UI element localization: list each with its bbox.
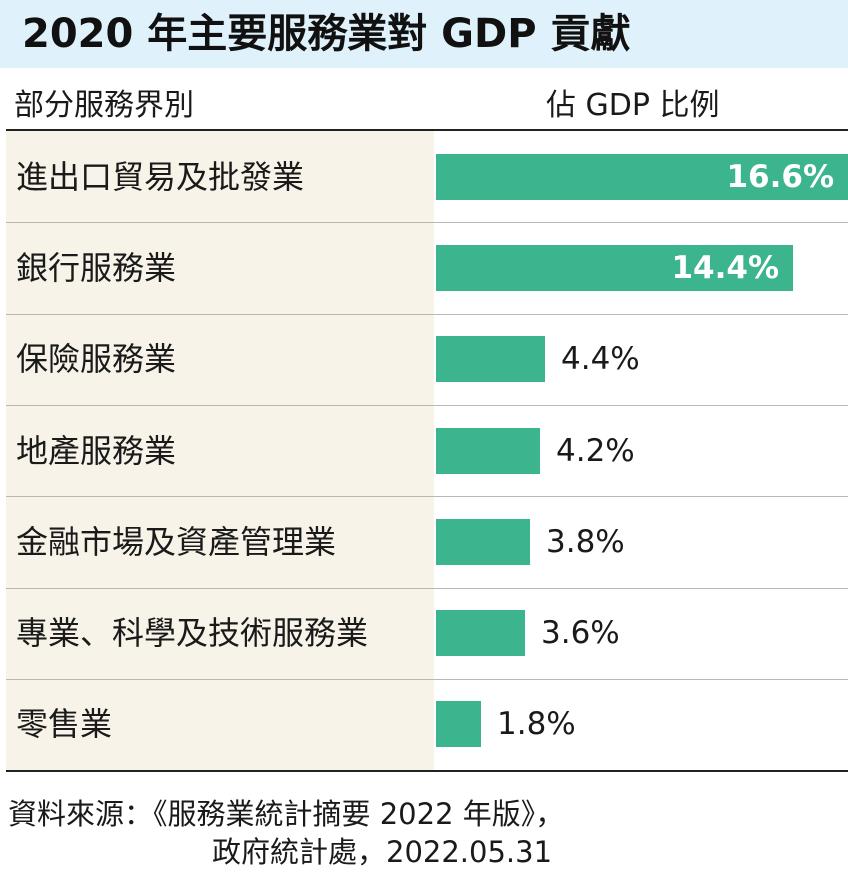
bar <box>436 519 530 565</box>
category-label: 進出口貿易及批發業 <box>16 158 305 196</box>
source-note-line-1: 資料來源：《服務業統計摘要 2022 年版》， <box>8 797 565 831</box>
category-label: 零售業 <box>16 705 113 743</box>
category-label: 銀行服務業 <box>16 249 177 287</box>
bottom-rule <box>6 770 848 772</box>
value-label: 14.4% <box>671 250 779 286</box>
value-label: 4.4% <box>561 341 640 377</box>
bar <box>436 154 848 200</box>
category-label: 金融市場及資產管理業 <box>16 523 337 561</box>
row-separator <box>6 496 848 497</box>
category-label-column <box>6 131 434 770</box>
row-separator <box>6 405 848 406</box>
top-rule <box>6 129 848 131</box>
category-label: 地產服務業 <box>16 432 177 470</box>
value-label: 4.2% <box>556 433 635 469</box>
row-separator <box>6 222 848 223</box>
bar <box>436 701 481 747</box>
value-label: 3.8% <box>546 524 625 560</box>
category-label: 專業、科學及技術服務業 <box>16 614 369 652</box>
value-label: 3.6% <box>541 615 620 651</box>
row-separator <box>6 314 848 315</box>
category-column-header: 部分服務界別 <box>14 88 194 123</box>
title-bar: 2020 年主要服務業對 GDP 貢獻 <box>0 0 848 68</box>
bar <box>436 245 793 291</box>
bar <box>436 428 540 474</box>
source-note-line-2: 政府統計處，2022.05.31 <box>212 835 553 869</box>
chart-title: 2020 年主要服務業對 GDP 貢獻 <box>22 11 631 57</box>
bar <box>436 610 525 656</box>
category-label: 保險服務業 <box>16 340 177 378</box>
value-label: 16.6% <box>726 159 834 195</box>
row-separator <box>6 679 848 680</box>
bar <box>436 336 545 382</box>
value-column-header: 佔 GDP 比例 <box>546 88 720 123</box>
value-label: 1.8% <box>497 706 576 742</box>
row-separator <box>6 588 848 589</box>
